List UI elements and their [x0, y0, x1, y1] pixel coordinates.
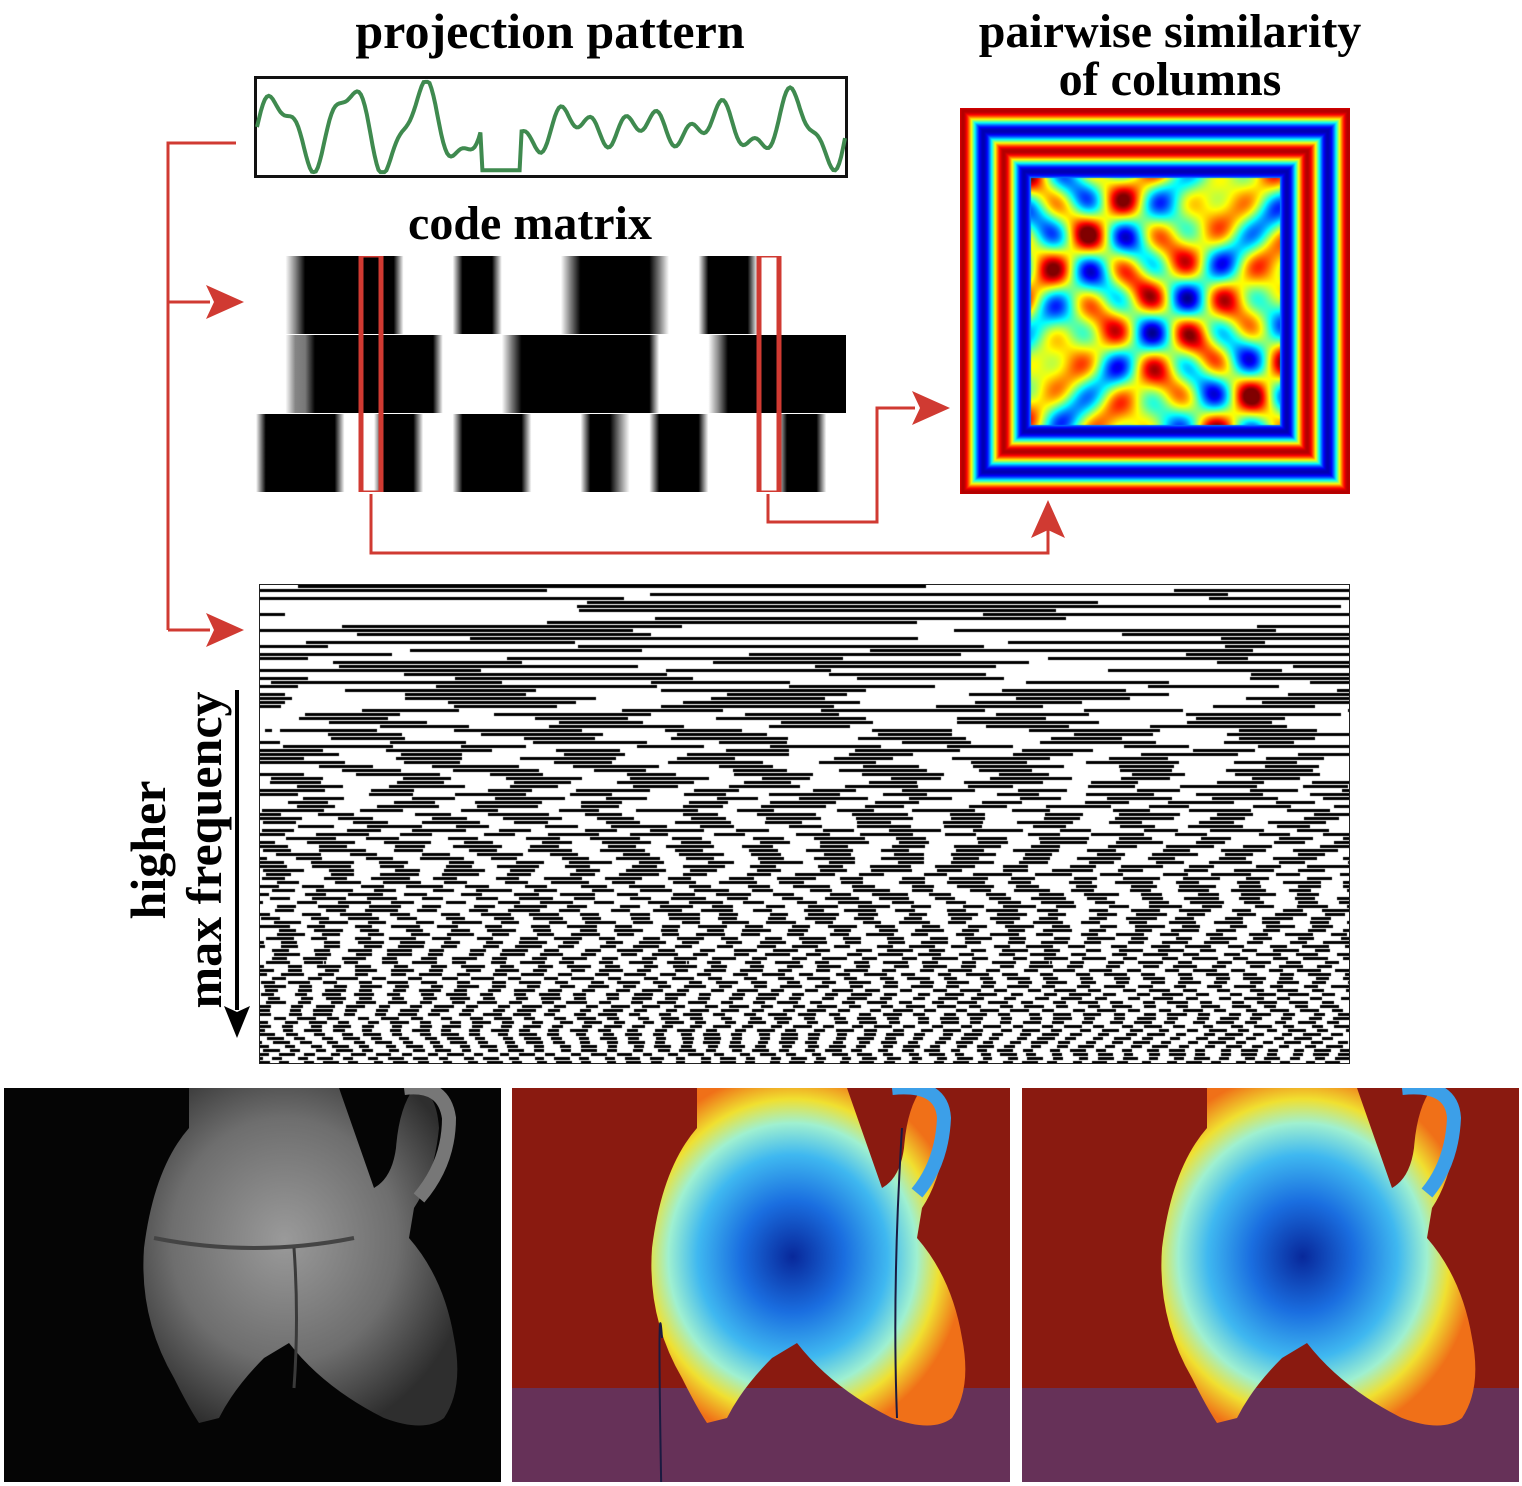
arrow-head-heatmap-side — [912, 391, 950, 425]
arrow-trunk — [166, 141, 236, 630]
depth-artifact-right — [894, 1127, 903, 1419]
depth-vessel — [651, 1088, 966, 1426]
depth-handle-clean — [1402, 1088, 1462, 1198]
code-matrix-row-3 — [256, 414, 846, 492]
depth-vessel-clean — [1161, 1088, 1476, 1426]
vessel-silhouette — [143, 1088, 458, 1426]
arrow-head-frequency-matrix — [206, 613, 244, 647]
pairwise-similarity-title-line2: of columns — [1058, 53, 1282, 106]
depth-map-with-artifacts — [512, 1088, 1010, 1482]
vessel-seam — [292, 1247, 298, 1389]
photo-grayscale-svg — [143, 1088, 458, 1426]
depth-map-with-artifacts-svg — [512, 1088, 1010, 1482]
code-matrix-row-2 — [256, 335, 846, 413]
pairwise-similarity-title: pairwise similarity of columns — [930, 8, 1410, 104]
code-matrix-column-highlight-left — [358, 256, 384, 492]
projection-pattern-plot — [254, 76, 848, 178]
axis-label-line1: higher — [120, 780, 176, 920]
similarity-heatmap-canvas — [960, 108, 1350, 494]
frequency-axis-arrow-head — [224, 1006, 250, 1038]
projection-pattern-svg — [254, 76, 848, 178]
depth-handle — [892, 1088, 952, 1198]
projection-pattern-title: projection pattern — [355, 3, 745, 59]
depth-map-clean-svg — [1022, 1088, 1519, 1482]
arrow-head-code-matrix — [206, 285, 244, 319]
code-matrix-image — [256, 256, 846, 492]
arrow-head-heatmap-bottom — [1031, 500, 1065, 538]
frequency-code-matrix — [259, 584, 1350, 1064]
similarity-heatmap — [960, 108, 1350, 494]
vessel-handle — [404, 1088, 457, 1203]
code-matrix-column-highlight-right — [756, 256, 782, 492]
projection-pattern-signal — [255, 79, 847, 175]
code-matrix-row-1 — [256, 256, 846, 334]
vessel-band — [153, 1236, 355, 1250]
frequency-code-matrix-canvas — [260, 585, 1349, 1063]
pairwise-similarity-title-line1: pairwise similarity — [978, 5, 1362, 58]
code-matrix-title: code matrix — [408, 197, 652, 250]
depth-artifact-left — [658, 1322, 663, 1482]
arrow-left-column-to-heatmap-line — [369, 494, 1050, 555]
photo-grayscale — [4, 1088, 501, 1482]
code-matrix-svg — [256, 256, 846, 492]
frequency-axis-arrow — [224, 690, 250, 1038]
depth-map-clean — [1022, 1088, 1519, 1482]
